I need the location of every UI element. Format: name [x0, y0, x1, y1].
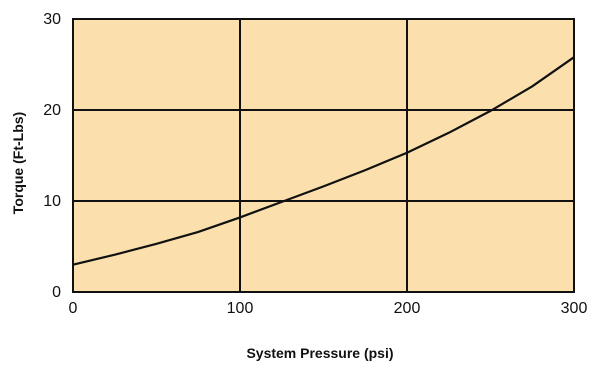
torque-curve [72, 56, 575, 266]
y-tick-label: 0 [52, 284, 61, 301]
y-tick-labels: 0 10 20 30 [43, 11, 61, 301]
y-tick-label: 20 [43, 102, 61, 119]
x-tick-label: 200 [394, 300, 421, 317]
x-axis-title: System Pressure (psi) [246, 345, 393, 361]
x-tick-label: 100 [227, 300, 254, 317]
plot-frame [72, 18, 575, 293]
y-tick-label: 10 [43, 193, 61, 210]
y-axis-title: Torque (Ft-Lbs) [10, 112, 26, 214]
x-tick-labels: 0 100 200 300 [69, 300, 588, 317]
plot-background [73, 19, 574, 292]
y-tick-label: 30 [43, 11, 61, 28]
x-tick-label: 300 [561, 300, 588, 317]
x-tick-label: 0 [69, 300, 78, 317]
